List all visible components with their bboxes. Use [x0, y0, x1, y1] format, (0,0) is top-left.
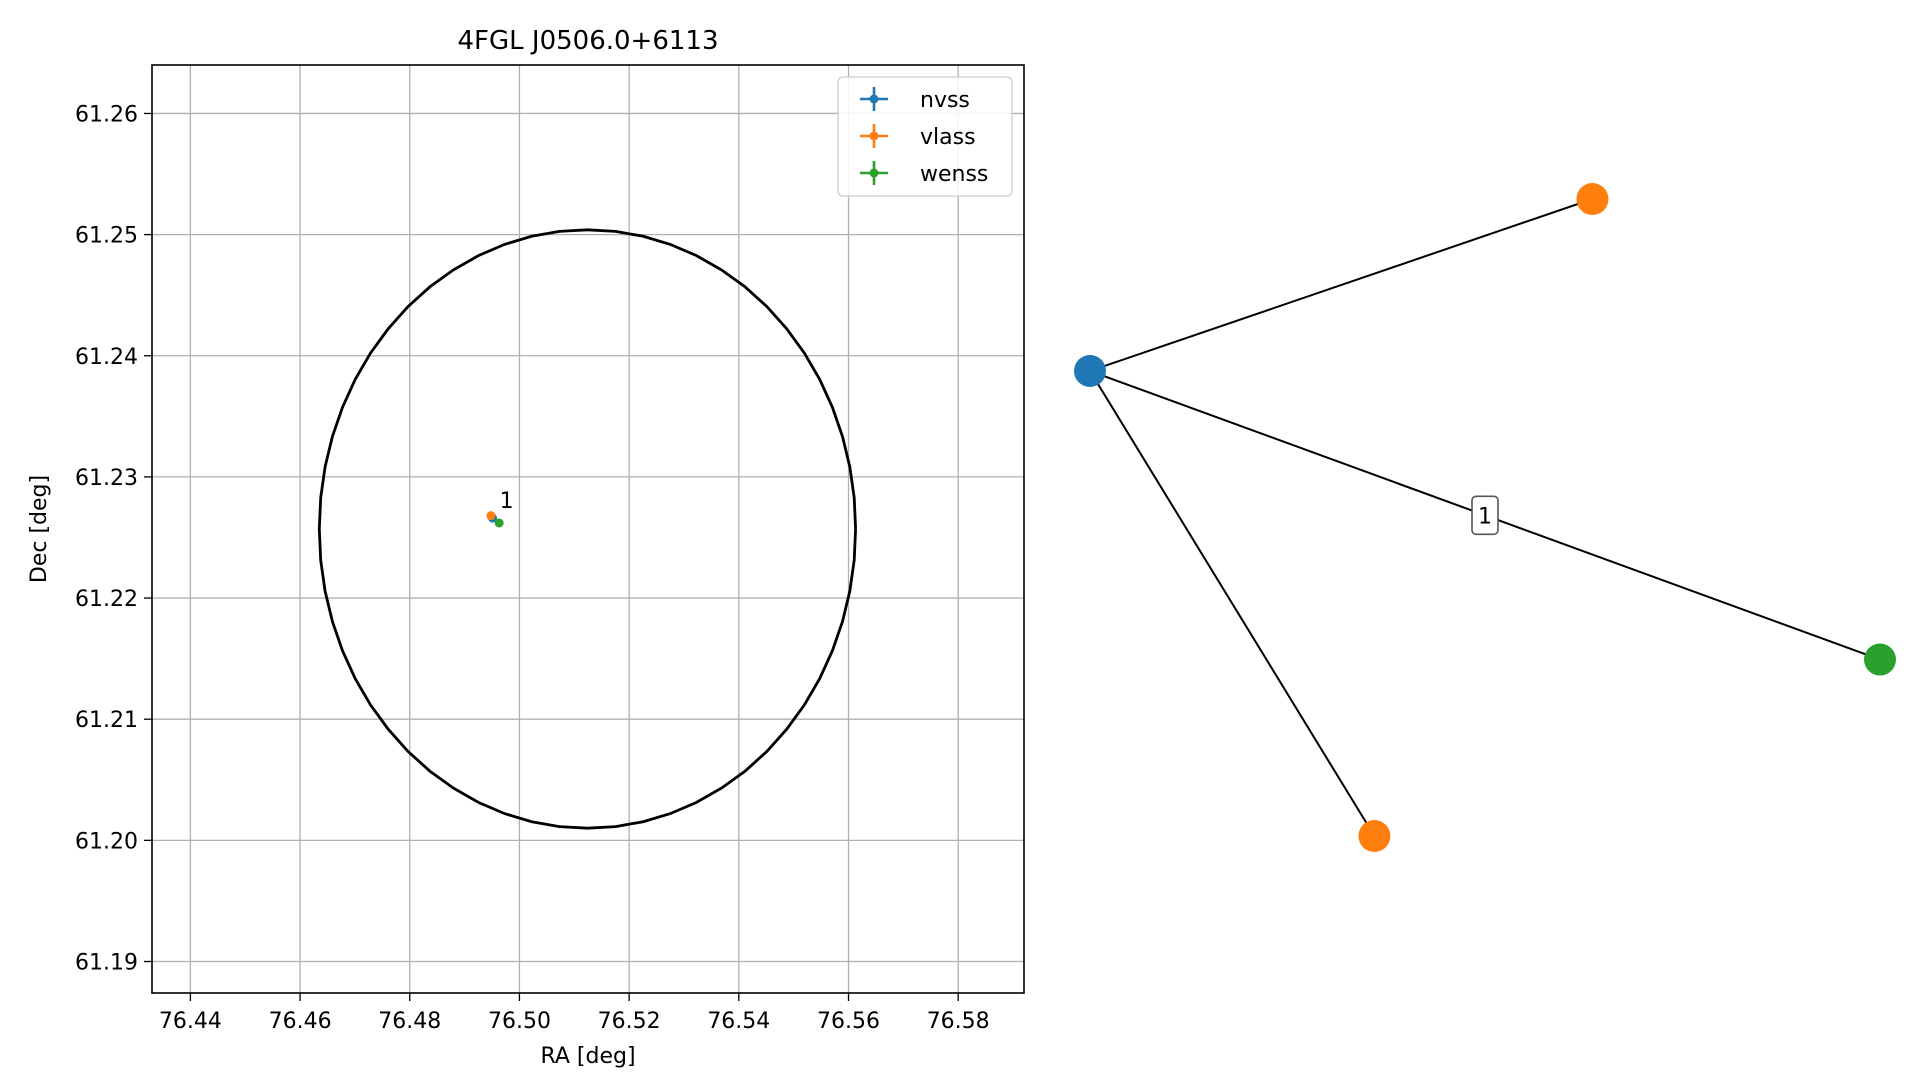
network-node: [1864, 643, 1896, 676]
grid-lines: [152, 65, 1024, 993]
x-tick-label: 76.54: [707, 1009, 770, 1034]
scatter-panel: 1 76.44 76.46 76.48 76.50 76.52 76.54 76.56 76.…: [27, 26, 1025, 1069]
x-tick-label: 76.50: [488, 1009, 551, 1034]
x-axis-ticks: 76.44 76.46 76.48 76.50 76.52 76.54 76.56 76.58: [159, 993, 990, 1034]
source-point-wenss: [494, 518, 504, 528]
y-tick-label: 61.20: [75, 829, 138, 854]
y-tick-label: 61.23: [75, 466, 138, 491]
network-nodes: [1074, 183, 1896, 852]
axes-frame: [151, 64, 1025, 994]
x-tick-label: 76.44: [159, 1009, 222, 1034]
network-node: [1074, 354, 1106, 387]
x-tick-label: 76.56: [817, 1009, 880, 1034]
legend-marker-vlass: [869, 131, 879, 141]
chart-title: 4FGL J0506.0+6113: [458, 26, 719, 56]
network-edge: [1089, 198, 1593, 372]
network-panel: 1: [1074, 183, 1896, 852]
network-edges: 1: [1089, 198, 1881, 837]
legend-marker-nvss: [869, 94, 879, 104]
y-axis-title: Dec [deg]: [27, 475, 52, 583]
network-node: [1576, 183, 1609, 215]
y-tick-label: 61.22: [75, 587, 138, 612]
network-edge: [1089, 370, 1376, 837]
x-tick-label: 76.52: [598, 1009, 661, 1034]
edge-label: 1: [1478, 504, 1492, 529]
x-tick-label: 76.48: [378, 1009, 441, 1034]
error-ellipse: [317, 228, 857, 830]
edge-label-box: [1471, 495, 1499, 536]
y-axis-ticks: 61.19 61.20 61.21 61.22 61.23 61.24 61.25 61.26: [75, 102, 152, 976]
y-tick-label: 61.21: [75, 708, 138, 733]
legend-marker-wenss: [869, 168, 879, 178]
y-tick-label: 61.19: [75, 951, 138, 976]
x-axis-title: RA [deg]: [540, 1044, 635, 1069]
legend-label-vlass: vlass: [920, 125, 976, 150]
x-tick-label: 76.46: [269, 1009, 332, 1034]
legend-box: [837, 76, 1013, 197]
legend: nvss vlass wenss: [837, 76, 1013, 197]
y-tick-label: 61.25: [75, 224, 138, 249]
source-points-layer: 1: [486, 489, 514, 528]
y-tick-label: 61.24: [75, 345, 138, 370]
legend-label-wenss: wenss: [920, 162, 988, 187]
network-node: [1358, 820, 1391, 852]
x-tick-label: 76.58: [927, 1009, 990, 1034]
error-ellipse-layer: [317, 228, 857, 830]
point-annotation: 1: [500, 489, 514, 514]
source-point-vlass: [486, 511, 496, 521]
legend-label-nvss: nvss: [920, 88, 970, 113]
y-tick-label: 61.26: [75, 102, 138, 127]
